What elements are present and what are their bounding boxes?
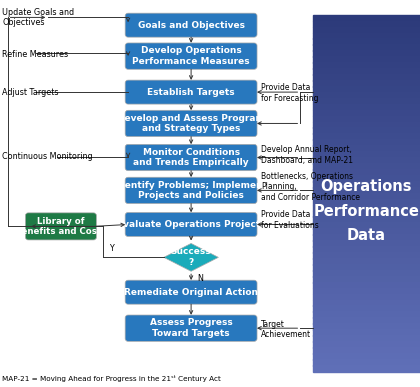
Bar bbox=[313, 234, 420, 241]
Bar bbox=[313, 56, 420, 63]
Text: Target
Achievement: Target Achievement bbox=[261, 320, 311, 339]
FancyBboxPatch shape bbox=[125, 144, 257, 171]
Bar bbox=[313, 300, 420, 306]
Bar bbox=[313, 181, 420, 188]
Bar bbox=[313, 211, 420, 217]
Text: Identify Problems; Implement
Projects and Policies: Identify Problems; Implement Projects an… bbox=[115, 180, 267, 200]
Text: Establish Targets: Establish Targets bbox=[147, 87, 235, 97]
Text: Develop Annual Report,
Dashboard, and MAP-21: Develop Annual Report, Dashboard, and MA… bbox=[261, 145, 353, 164]
Bar bbox=[313, 38, 420, 45]
Bar bbox=[313, 62, 420, 69]
Text: Remediate Original Action: Remediate Original Action bbox=[124, 288, 258, 297]
Bar bbox=[313, 282, 420, 288]
Bar bbox=[313, 68, 420, 75]
Text: Goals and Objectives: Goals and Objectives bbox=[138, 21, 244, 30]
Bar bbox=[313, 205, 420, 211]
Polygon shape bbox=[164, 243, 218, 271]
Bar bbox=[313, 92, 420, 99]
Bar bbox=[313, 246, 420, 253]
Bar bbox=[313, 288, 420, 295]
Bar bbox=[313, 169, 420, 176]
Bar bbox=[313, 323, 420, 330]
Bar bbox=[313, 365, 420, 372]
Text: Bottlenecks, Operations
Planning,
and Corridor Performance: Bottlenecks, Operations Planning, and Co… bbox=[261, 172, 360, 202]
FancyBboxPatch shape bbox=[125, 110, 257, 137]
Text: Evaluate Operations Projects: Evaluate Operations Projects bbox=[117, 220, 265, 229]
Bar bbox=[313, 45, 420, 51]
FancyBboxPatch shape bbox=[125, 212, 257, 236]
Bar bbox=[313, 122, 420, 128]
FancyBboxPatch shape bbox=[125, 80, 257, 104]
Bar bbox=[313, 353, 420, 360]
Bar bbox=[313, 21, 420, 27]
Text: Develop Operations
Performance Measures: Develop Operations Performance Measures bbox=[132, 46, 250, 66]
Bar bbox=[313, 270, 420, 277]
Bar bbox=[313, 359, 420, 366]
Bar bbox=[313, 223, 420, 229]
Bar bbox=[313, 305, 420, 312]
Bar bbox=[313, 139, 420, 146]
Bar bbox=[313, 312, 420, 318]
Text: Operations
Performance
Data: Operations Performance Data bbox=[313, 179, 420, 243]
Bar bbox=[313, 116, 420, 122]
Bar bbox=[313, 33, 420, 39]
Text: Success
?: Success ? bbox=[171, 247, 211, 267]
Bar bbox=[313, 240, 420, 247]
Bar bbox=[313, 294, 420, 300]
Bar bbox=[313, 86, 420, 92]
FancyBboxPatch shape bbox=[125, 315, 257, 341]
Bar bbox=[313, 199, 420, 205]
Bar bbox=[313, 104, 420, 110]
Text: Develop and Assess Program
and Strategy Types: Develop and Assess Program and Strategy … bbox=[117, 113, 265, 134]
Text: Provide Data
for Forecasting: Provide Data for Forecasting bbox=[261, 83, 319, 103]
Text: Monitor Conditions
and Trends Empirically: Monitor Conditions and Trends Empiricall… bbox=[133, 147, 249, 168]
Bar bbox=[313, 228, 420, 235]
Bar bbox=[313, 98, 420, 104]
Text: Update Goals and
Objectives: Update Goals and Objectives bbox=[2, 8, 74, 27]
FancyBboxPatch shape bbox=[125, 43, 257, 69]
Bar bbox=[313, 252, 420, 259]
Bar bbox=[313, 317, 420, 324]
FancyBboxPatch shape bbox=[125, 177, 257, 204]
Bar bbox=[313, 74, 420, 81]
Bar bbox=[313, 134, 420, 140]
Text: Provide Data
for Evaluations: Provide Data for Evaluations bbox=[261, 210, 319, 229]
Bar bbox=[313, 193, 420, 199]
Bar bbox=[313, 347, 420, 354]
FancyBboxPatch shape bbox=[125, 13, 257, 37]
Bar bbox=[313, 50, 420, 57]
Text: MAP-21 = Moving Ahead for Progress in the 21ˢᵗ Century Act: MAP-21 = Moving Ahead for Progress in th… bbox=[2, 375, 221, 382]
Bar bbox=[313, 175, 420, 182]
FancyBboxPatch shape bbox=[25, 213, 97, 240]
Bar bbox=[313, 276, 420, 283]
Bar bbox=[313, 163, 420, 170]
Text: Assess Progress
Toward Targets: Assess Progress Toward Targets bbox=[150, 318, 233, 338]
Text: Library of
Benefits and Costs: Library of Benefits and Costs bbox=[15, 216, 107, 236]
Bar bbox=[313, 15, 420, 21]
Text: Continuous Monitoring: Continuous Monitoring bbox=[2, 152, 93, 161]
Text: Adjust Targets: Adjust Targets bbox=[2, 87, 59, 97]
Bar bbox=[313, 341, 420, 348]
Text: N: N bbox=[197, 274, 203, 283]
Bar bbox=[313, 145, 420, 152]
FancyBboxPatch shape bbox=[125, 280, 257, 304]
Bar bbox=[313, 216, 420, 223]
Bar bbox=[313, 187, 420, 194]
Bar bbox=[313, 110, 420, 116]
Bar bbox=[313, 151, 420, 158]
Bar bbox=[313, 127, 420, 134]
Bar bbox=[313, 329, 420, 336]
Text: Y: Y bbox=[109, 244, 114, 253]
Bar bbox=[313, 264, 420, 271]
Bar bbox=[313, 335, 420, 342]
Bar bbox=[313, 80, 420, 87]
Bar bbox=[313, 27, 420, 33]
Text: Refine Measures: Refine Measures bbox=[2, 50, 68, 59]
Bar bbox=[313, 157, 420, 164]
Bar bbox=[313, 258, 420, 265]
